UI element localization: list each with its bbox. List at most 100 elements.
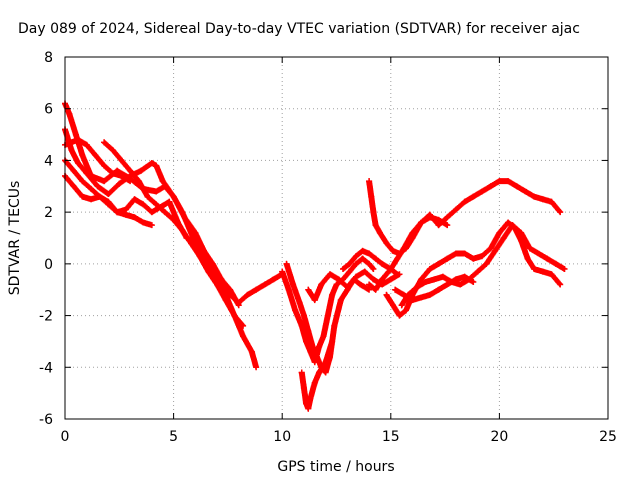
data-point (181, 214, 188, 221)
data-point (370, 266, 377, 273)
data-point (94, 183, 101, 190)
data-point (359, 255, 366, 262)
data-point (361, 268, 368, 275)
data-point (392, 286, 399, 293)
data-point (457, 281, 464, 288)
data-point (539, 196, 546, 203)
data-point (470, 278, 477, 285)
data-point (240, 322, 247, 329)
data-point (357, 281, 364, 288)
data-point (444, 214, 451, 221)
data-point (300, 384, 307, 391)
data-point (461, 198, 468, 205)
data-point (346, 268, 353, 275)
data-point (170, 216, 177, 223)
data-point (279, 268, 286, 275)
data-point (79, 152, 86, 159)
data-point (127, 167, 134, 174)
data-point (320, 333, 327, 340)
data-point (418, 294, 425, 301)
data-point (444, 281, 451, 288)
data-point (418, 219, 425, 226)
data-point (153, 188, 160, 195)
data-point (114, 209, 121, 216)
data-point (353, 260, 360, 267)
data-point (376, 229, 383, 236)
data-point (318, 281, 325, 288)
data-point (452, 276, 459, 283)
data-point (487, 183, 494, 190)
data-point (75, 160, 82, 167)
series-track-13 (398, 222, 568, 309)
data-point (218, 276, 225, 283)
data-point (431, 276, 438, 283)
data-point (366, 178, 373, 185)
data-point (222, 297, 229, 304)
data-point (496, 229, 503, 236)
series-track-16 (340, 247, 401, 278)
data-point (409, 297, 416, 304)
data-point (531, 193, 538, 200)
data-point (557, 281, 564, 288)
data-point (68, 139, 75, 146)
data-point (101, 162, 108, 169)
series-band (366, 178, 563, 257)
data-point (366, 286, 373, 293)
data-point (496, 178, 503, 185)
data-point (452, 250, 459, 257)
data-point (372, 255, 379, 262)
data-point (244, 291, 251, 298)
data-point (161, 183, 168, 190)
data-point (394, 271, 401, 278)
data-point (138, 167, 145, 174)
data-point (344, 284, 351, 291)
data-point (70, 167, 77, 174)
data-point (105, 191, 112, 198)
x-tick-label: 25 (599, 429, 617, 445)
chart-title: Day 089 of 2024, Sidereal Day-to-day VTE… (18, 21, 580, 37)
data-point (290, 281, 297, 288)
data-point (159, 178, 166, 185)
data-point (296, 299, 303, 306)
data-point (83, 141, 90, 148)
data-point (435, 222, 442, 229)
data-point (148, 222, 155, 229)
data-point (479, 188, 486, 195)
data-point (389, 302, 396, 309)
data-point (303, 400, 310, 407)
data-point (109, 170, 116, 177)
data-point (305, 405, 312, 412)
data-point (192, 229, 199, 236)
data-point (309, 343, 316, 350)
data-point (518, 229, 525, 236)
data-point (235, 302, 242, 309)
data-point (548, 271, 555, 278)
data-point (379, 276, 386, 283)
x-tick-label: 0 (61, 429, 70, 445)
data-point (148, 160, 155, 167)
data-point (413, 284, 420, 291)
y-tick-label: 8 (44, 50, 53, 66)
x-tick-label: 15 (382, 429, 400, 445)
data-point (153, 162, 160, 169)
data-point (548, 198, 555, 205)
data-point (311, 297, 318, 304)
y-tick-label: 0 (44, 257, 53, 273)
data-point (88, 196, 95, 203)
data-point (524, 255, 531, 262)
data-point (300, 312, 307, 319)
data-point (492, 247, 499, 254)
data-point (116, 180, 123, 187)
data-point (509, 222, 516, 229)
data-point (148, 209, 155, 216)
data-point (253, 364, 260, 371)
data-point (214, 281, 221, 288)
data-point (127, 178, 134, 185)
data-point (322, 369, 329, 376)
data-point (261, 281, 268, 288)
series-track-11 (366, 178, 564, 257)
data-point (105, 201, 112, 208)
y-tick-label: -4 (39, 360, 53, 376)
data-point (209, 266, 216, 273)
